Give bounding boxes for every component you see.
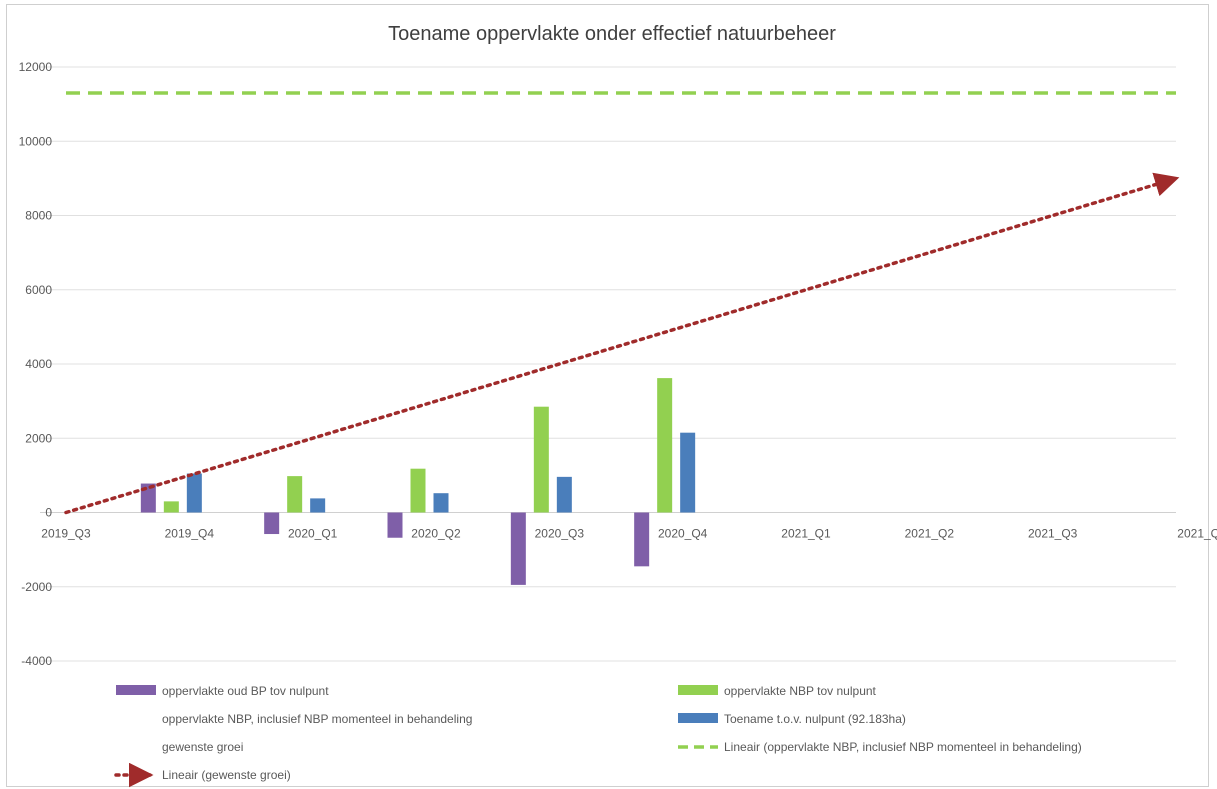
legend-item: oppervlakte oud BP tov nulpunt [116,684,329,698]
legend-item: Toename t.o.v. nulpunt (92.183ha) [678,712,906,726]
x-tick-label: 2020_Q2 [411,527,461,541]
chart-frame [6,4,1209,787]
bar-toename-2020_Q1 [310,498,326,513]
x-tick-label: 2019_Q4 [165,527,215,541]
bar-toename-2020_Q3 [556,476,572,513]
x-tick-label: 2021_Q1 [781,527,831,541]
legend-item: Lineair (gewenste groei) [114,762,291,788]
trend-lines [64,91,1180,515]
y-tick-label: 0 [45,506,52,520]
legend-label: Lineair (oppervlakte NBP, inclusief NBP … [724,740,1082,754]
legend-label: oppervlakte oud BP tov nulpunt [162,684,329,698]
x-tick-label: 2021_Q3 [1028,527,1078,541]
legend-label: oppervlakte NBP, inclusief NBP momenteel… [162,712,472,726]
x-tick-label: 2021_Q4 [1177,527,1217,541]
y-tick-label: 10000 [19,134,53,148]
legend-item: oppervlakte NBP tov nulpunt [678,684,877,698]
legend-swatch [116,685,156,695]
bar-nbp-2019_Q4 [163,501,179,513]
legend-label: oppervlakte NBP tov nulpunt [724,684,877,698]
legend-label: gewenste groei [162,740,243,754]
y-tick-label: -2000 [21,580,52,594]
bar-nbp-2020_Q3 [533,406,549,513]
bar-toename-2019_Q4 [186,473,202,513]
bar-oud-bp-2020_Q4 [634,512,650,567]
legend-item: Lineair (oppervlakte NBP, inclusief NBP … [678,740,1082,754]
bar-toename-2020_Q2 [433,493,449,513]
bar-oud-bp-2020_Q2 [387,512,403,538]
bars [140,378,696,585]
legend-item: oppervlakte NBP, inclusief NBP momenteel… [162,712,472,726]
legend-label: Toename t.o.v. nulpunt (92.183ha) [724,712,906,726]
y-tick-label: 12000 [19,60,53,74]
bar-nbp-2020_Q4 [657,378,673,513]
x-tick-label: 2020_Q1 [288,527,338,541]
bar-oud-bp-2019_Q4 [140,483,156,513]
x-tick-label: 2019_Q3 [41,527,91,541]
x-tick-label: 2020_Q4 [658,527,708,541]
y-tick-label: 8000 [25,209,52,223]
legend-swatch [678,685,718,695]
legend-item: gewenste groei [162,740,243,754]
bar-toename-2020_Q4 [680,432,696,513]
x-axis-ticks: 2019_Q3 2019_Q4 2020_Q1 2020_Q2 2020_Q3 2020_… [41,527,1217,541]
x-tick-label: 2020_Q3 [535,527,585,541]
bar-oud-bp-2020_Q1 [264,512,280,535]
bar-nbp-2020_Q1 [287,476,303,513]
bar-nbp-2020_Q2 [410,468,426,513]
bar-oud-bp-2020_Q3 [510,512,526,585]
legend: oppervlakte oud BP tov nulpunt oppervlakt… [114,684,1082,788]
y-tick-label: 6000 [25,283,52,297]
y-tick-label: -4000 [21,654,52,668]
legend-swatch [678,713,718,723]
gridlines [40,66,1176,662]
legend-label: Lineair (gewenste groei) [162,768,291,782]
trendline-gewenste-groei [64,172,1180,515]
y-axis-ticks: 12000 10000 8000 6000 4000 2000 0 -2000 -4000 [19,60,53,668]
chart-title: Toename oppervlakte onder effectief natu… [388,23,836,45]
y-tick-label: 2000 [25,431,52,445]
y-tick-label: 4000 [25,357,52,371]
x-tick-label: 2021_Q2 [905,527,955,541]
